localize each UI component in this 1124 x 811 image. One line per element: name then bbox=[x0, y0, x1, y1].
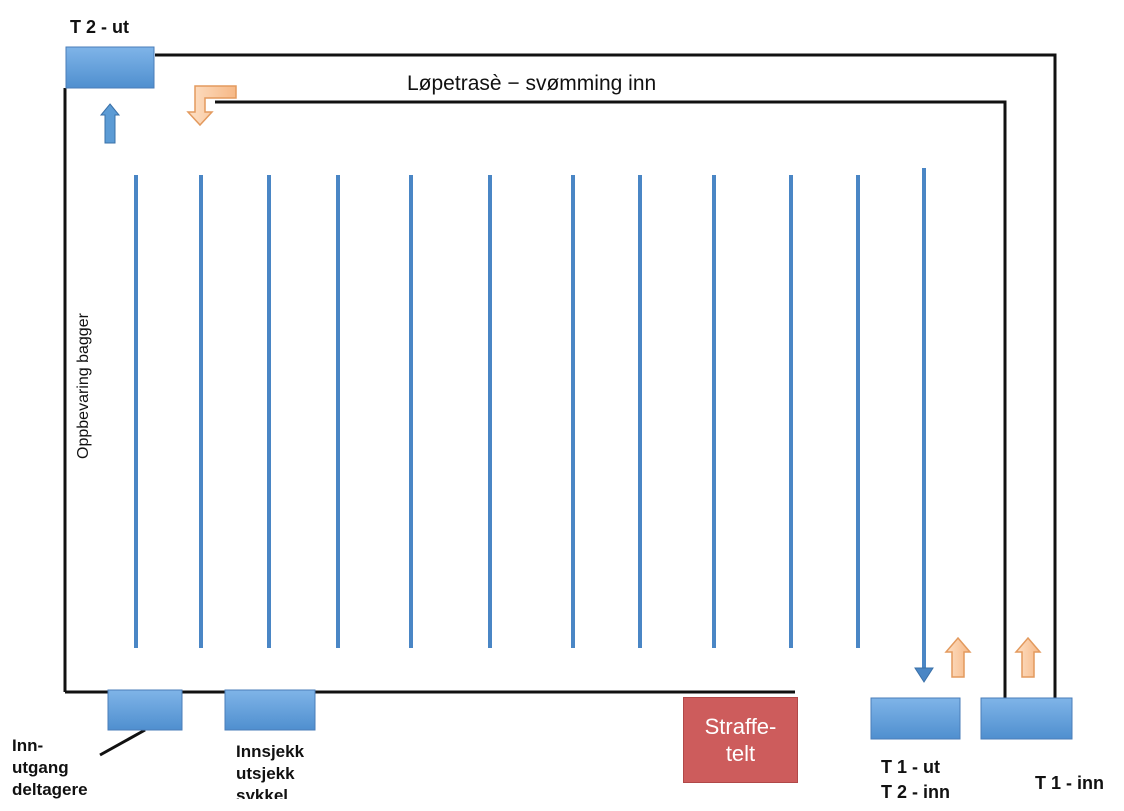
t1-out-zone bbox=[870, 697, 961, 740]
t1-out-label-line: T 1 - ut bbox=[881, 757, 940, 777]
entrance-label-line: deltagere bbox=[12, 780, 88, 799]
orange-turn-arrow-icon bbox=[186, 85, 237, 127]
entrance-zone bbox=[107, 689, 183, 731]
running-route-line bbox=[215, 100, 1007, 700]
orange-up-arrow-icon bbox=[1014, 636, 1042, 678]
t1-out-label: T 1 - ut T 2 - inn bbox=[881, 755, 950, 805]
penalty-tent-line: Straffe- bbox=[704, 714, 777, 739]
bike-check-label-line: utsjekk bbox=[236, 764, 295, 783]
bike-racks bbox=[134, 168, 926, 672]
bag-storage-label: Oppbevaring bagger bbox=[75, 313, 92, 459]
t1-in-zone bbox=[980, 697, 1073, 740]
penalty-tent: Straffe- telt bbox=[683, 697, 798, 783]
t1-out-label-line: T 2 - inn bbox=[881, 782, 950, 802]
entrance-pointer-line bbox=[99, 728, 146, 757]
orange-up-arrow-icon bbox=[944, 636, 972, 678]
entrance-label: Inn- utgang deltagere bbox=[12, 735, 88, 801]
entrance-label-line: utgang bbox=[12, 758, 69, 777]
t1-in-label: T 1 - inn bbox=[1035, 773, 1104, 793]
t2-out-label: T 2 - ut bbox=[70, 17, 129, 37]
outer-route-line bbox=[155, 53, 1057, 700]
blue-down-arrow-icon bbox=[914, 667, 934, 683]
blue-up-arrow-icon bbox=[99, 103, 121, 144]
penalty-tent-line: telt bbox=[725, 741, 756, 766]
bike-check-label: Innsjekk utsjekk sykkel bbox=[236, 741, 304, 799]
t2-out-zone bbox=[65, 46, 155, 89]
entrance-label-line: Inn- bbox=[12, 736, 44, 755]
bike-check-zone bbox=[224, 689, 316, 731]
bike-check-label-line: Innsjekk bbox=[236, 742, 305, 761]
bike-check-label-line: sykkel bbox=[236, 786, 288, 799]
running-route-label: Løpetrasè − svømming inn bbox=[407, 72, 657, 95]
